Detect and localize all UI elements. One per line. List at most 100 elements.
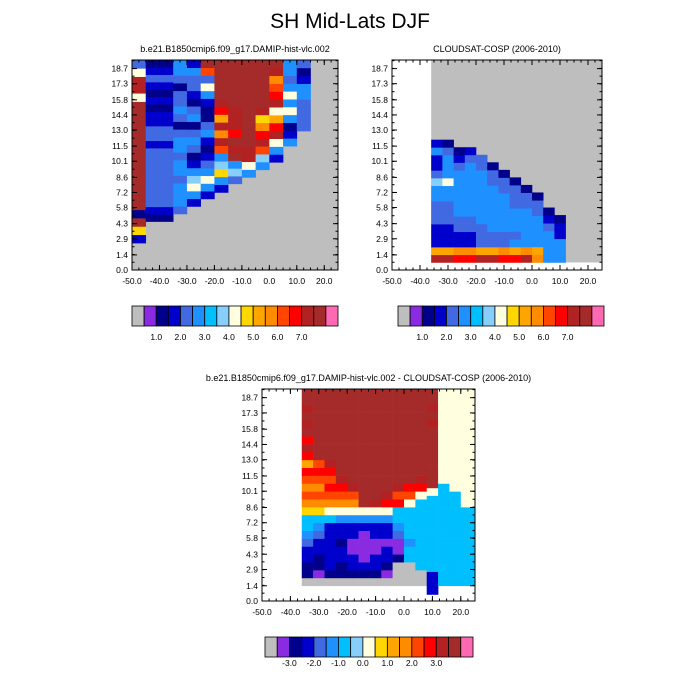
heatmap-cell	[200, 175, 215, 184]
heatmap-cell	[460, 546, 476, 555]
heatmap-cell	[269, 122, 284, 132]
heatmap-cell	[415, 467, 428, 476]
heatmap-cell	[132, 118, 147, 127]
heatmap-cell	[369, 577, 382, 587]
heatmap-cell	[476, 231, 488, 240]
heatmap-cell	[313, 577, 325, 587]
heatmap-cell	[301, 507, 314, 516]
heatmap-cell	[392, 570, 405, 579]
heatmap-cell	[453, 147, 466, 156]
heatmap-cell	[358, 499, 371, 508]
heatmap-cell	[438, 428, 450, 437]
heatmap-cell	[453, 162, 466, 171]
heatmap-cell	[426, 564, 439, 572]
heatmap-cell	[487, 223, 499, 232]
heatmap-cell	[313, 475, 325, 484]
heatmap-cell	[520, 231, 533, 240]
heatmap-cell	[476, 216, 488, 225]
heatmap-cell	[369, 475, 382, 484]
heatmap-cell	[464, 147, 477, 156]
heatmap-cell	[453, 170, 466, 179]
heatmap-cell	[255, 114, 270, 124]
heatmap-cell	[431, 216, 443, 225]
heatmap-cell	[159, 74, 174, 83]
heatmap-cell	[415, 491, 428, 500]
heatmap-cell	[228, 60, 243, 69]
heatmap-cell	[159, 148, 174, 156]
heatmap-cell	[381, 538, 393, 547]
heatmap-cell	[241, 130, 256, 139]
y-tick-label: 4.3	[116, 219, 128, 229]
heatmap-cell	[415, 428, 428, 437]
heatmap-cell	[438, 451, 450, 461]
panel-title: b.e21.B1850cmip6.f09_g17.DAMIP-hist-vlc.…	[140, 44, 330, 54]
y-tick-label: 2.9	[116, 234, 128, 244]
heatmap-cell	[269, 99, 284, 108]
heatmap-cell	[442, 147, 454, 156]
heatmap-cell	[335, 412, 348, 421]
heatmap-cell	[301, 420, 314, 429]
heatmap-cell	[476, 208, 488, 217]
heatmap-cell	[200, 98, 215, 107]
heatmap-cell	[381, 389, 393, 398]
heatmap-cell	[159, 111, 174, 120]
heatmap-cell	[369, 451, 382, 461]
heatmap-cell	[449, 499, 462, 508]
heatmap-cell	[132, 126, 147, 136]
heatmap-cell	[173, 60, 188, 68]
heatmap-cell	[392, 420, 405, 429]
heatmap-cell	[498, 200, 510, 209]
blank-region	[392, 60, 432, 270]
heatmap-cell	[241, 91, 256, 100]
heatmap-cell	[415, 514, 428, 524]
heatmap-cell	[313, 538, 325, 547]
heatmap-cell	[214, 176, 229, 185]
heatmap-cell	[392, 491, 405, 500]
heatmap-cell	[347, 396, 359, 406]
heatmap-cell	[132, 168, 147, 177]
heatmap-cell	[438, 570, 450, 579]
heatmap-cell	[324, 396, 337, 406]
heatmap-cell	[520, 184, 533, 193]
heatmap-cell	[159, 60, 174, 68]
y-tick-label: 2.9	[376, 234, 388, 244]
heatmap-cell	[404, 444, 416, 453]
y-tick-label: 2.9	[246, 564, 258, 574]
heatmap-cell	[173, 206, 188, 215]
heatmap-cell	[543, 254, 555, 263]
heatmap-cell	[438, 412, 450, 421]
heatmap-cell	[453, 224, 466, 233]
heatmap-cell	[324, 428, 337, 437]
heatmap-cell	[453, 154, 466, 163]
heatmap-cell	[509, 254, 522, 263]
colorbar-swatch	[506, 305, 520, 327]
heatmap-cell	[392, 538, 405, 547]
heatmap-cell	[159, 82, 174, 90]
heatmap-cell	[415, 570, 428, 579]
heatmap-cell	[347, 554, 359, 563]
heatmap-cell	[554, 238, 566, 247]
heatmap-cell	[313, 554, 325, 563]
heatmap-cell	[449, 404, 462, 413]
heatmap-cell	[173, 152, 188, 161]
x-tick-label: 20.0	[580, 276, 597, 286]
colorbar-swatch	[518, 305, 532, 327]
heatmap-cell	[449, 530, 462, 539]
heatmap-cell	[543, 231, 555, 240]
heatmap-cell	[498, 208, 510, 217]
colorbar-swatch	[301, 305, 315, 327]
heatmap-cell	[283, 106, 298, 116]
colorbar-label: 4.0	[489, 332, 501, 342]
heatmap-cell	[347, 451, 359, 461]
panel-title: CLOUDSAT-COSP (2006-2010)	[433, 44, 561, 54]
heatmap-cell	[335, 546, 348, 555]
heatmap-cell	[173, 190, 188, 199]
heatmap-cell	[487, 193, 499, 202]
heatmap-cell	[460, 396, 476, 406]
heatmap-cell	[335, 436, 348, 445]
heatmap-cell	[335, 475, 348, 484]
heatmap-cell	[369, 459, 382, 469]
colorbar-swatch	[579, 305, 593, 327]
heatmap-cell	[369, 483, 382, 492]
heatmap-cell	[324, 562, 337, 571]
